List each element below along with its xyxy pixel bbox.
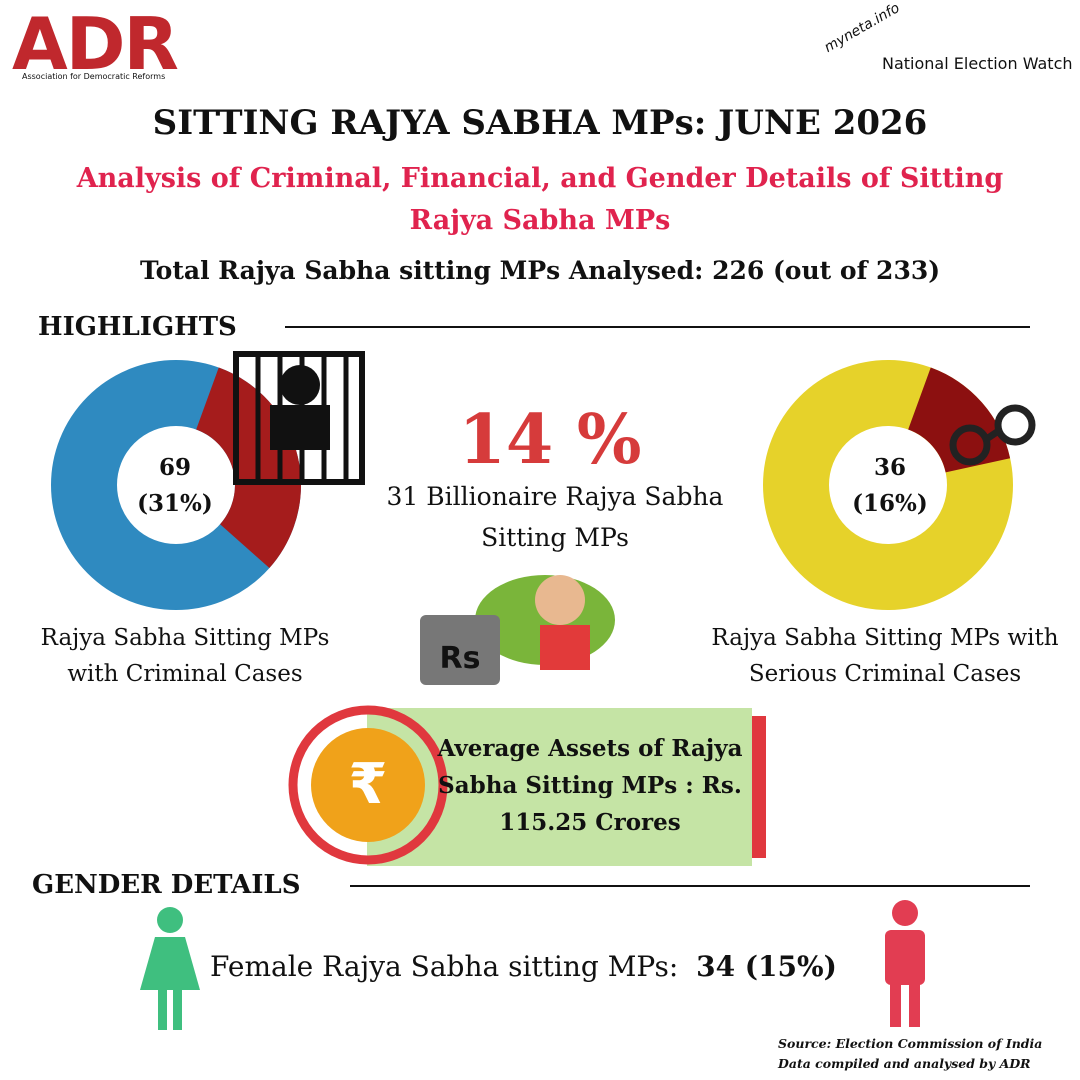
female-icon <box>140 907 200 1030</box>
male-icon <box>885 900 925 1027</box>
section-heading: HIGHLIGHTS <box>38 312 237 342</box>
logo-right: National Election Watch <box>882 54 1073 73</box>
section-heading: GENDER DETAILS <box>32 870 301 900</box>
jail-icon <box>233 351 365 485</box>
percent: (31%) <box>137 490 213 517</box>
donut-count: 36 (16%) <box>840 450 940 522</box>
gender-line: Female Rajya Sabha sitting MPs: 34 (15%) <box>210 950 837 983</box>
gender-value: 34 (15%) <box>696 950 837 983</box>
total: Total Rajya Sabha sitting MPs Analysed: … <box>139 256 941 285</box>
logo-sub: Association for Democratic Reforms <box>22 72 166 81</box>
donut-count: 69 (31%) <box>125 450 225 522</box>
logo: ADR <box>12 2 179 86</box>
subtitle: Analysis of Criminal, Financial, and Gen… <box>76 163 1004 236</box>
count: 36 <box>873 454 906 481</box>
assets-text: Average Assets of Rajya Sabha Sitting MP… <box>437 735 743 836</box>
source-line: Data compiled and analysed by ADR <box>778 1056 1031 1071</box>
caption: Rajya Sabha Sitting MPs with Serious Cri… <box>711 625 1059 687</box>
assets-panel <box>367 708 752 866</box>
percent: (16%) <box>852 490 928 517</box>
source: Source: Election Commission of India Data… <box>778 1034 1042 1074</box>
coin-symbol: ₹ <box>349 752 388 817</box>
title: SITTING RAJYA SABHA MPs: JUNE 2026 <box>152 103 928 143</box>
count: 69 <box>158 454 191 481</box>
donut-slice <box>51 360 301 610</box>
caption: 31 Billionaire Rajya Sabha Sitting MPs <box>386 482 724 552</box>
gender-label: Female Rajya Sabha sitting MPs: <box>210 950 679 983</box>
donut-ring <box>763 360 1013 610</box>
source-line: Source: Election Commission of India <box>778 1036 1043 1051</box>
caption: Rajya Sabha Sitting MPs with Criminal Ca… <box>40 625 330 687</box>
coin-ring <box>288 705 448 865</box>
panel-accent <box>752 716 766 858</box>
big-percent: 14 % <box>458 400 642 480</box>
money-icon <box>420 575 615 685</box>
donut-slice <box>763 359 1013 610</box>
handcuff-icon <box>949 404 1036 466</box>
coin <box>311 728 425 842</box>
icon-text: Rs <box>440 641 481 676</box>
